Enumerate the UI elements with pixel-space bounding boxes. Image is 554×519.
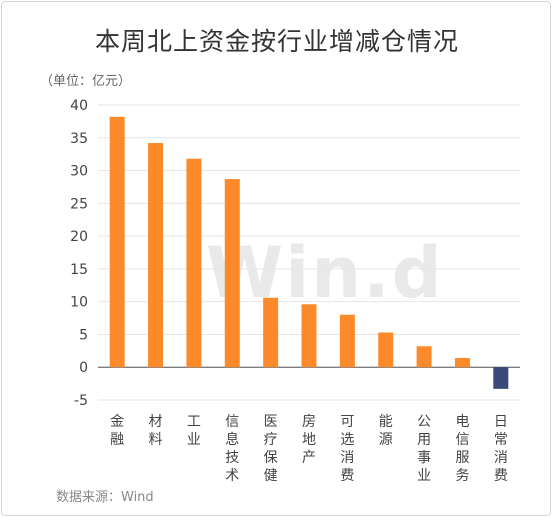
chart-title: 本周北上资金按行业增减仓情况 xyxy=(94,27,459,56)
y-tick-label: 15 xyxy=(70,262,88,278)
y-tick-label: 0 xyxy=(79,360,88,376)
category-label: 工业 xyxy=(187,414,201,448)
bar-4 xyxy=(263,297,279,368)
bar-10 xyxy=(493,367,509,389)
unit-label: （单位：亿元） xyxy=(40,74,132,89)
y-tick-label: 30 xyxy=(70,164,88,180)
category-label: 房地产 xyxy=(302,414,316,466)
wind-watermark: Win.d xyxy=(206,232,444,314)
data-source: 数据来源：Wind xyxy=(56,490,154,505)
y-tick-label: 5 xyxy=(79,327,88,343)
category-label: 材料 xyxy=(149,414,163,448)
y-tick-label: 20 xyxy=(70,229,88,245)
bar-5 xyxy=(301,304,317,368)
bar-2 xyxy=(186,158,202,368)
category-label: 信息技术 xyxy=(225,414,239,484)
bar-1 xyxy=(148,143,164,368)
category-label: 公用事业 xyxy=(417,414,431,484)
y-tick-label: 40 xyxy=(70,98,88,114)
bar-6 xyxy=(339,314,355,368)
category-label: 能源 xyxy=(379,414,393,448)
y-tick-label: 10 xyxy=(70,295,88,311)
y-tick-label: 25 xyxy=(70,196,88,212)
category-label: 日常消费 xyxy=(494,414,508,484)
category-label: 可选消费 xyxy=(340,414,354,484)
category-label: 医疗保健 xyxy=(264,414,278,484)
y-tick-label: 35 xyxy=(70,131,88,147)
category-label: 金融 xyxy=(110,414,124,448)
bar-7 xyxy=(378,332,394,368)
category-label: 电信服务 xyxy=(455,414,469,484)
bar-9 xyxy=(454,358,470,368)
bar-8 xyxy=(416,346,432,368)
y-tick-label: -5 xyxy=(74,393,88,409)
bar-0 xyxy=(109,116,125,368)
bar-3 xyxy=(224,179,240,368)
